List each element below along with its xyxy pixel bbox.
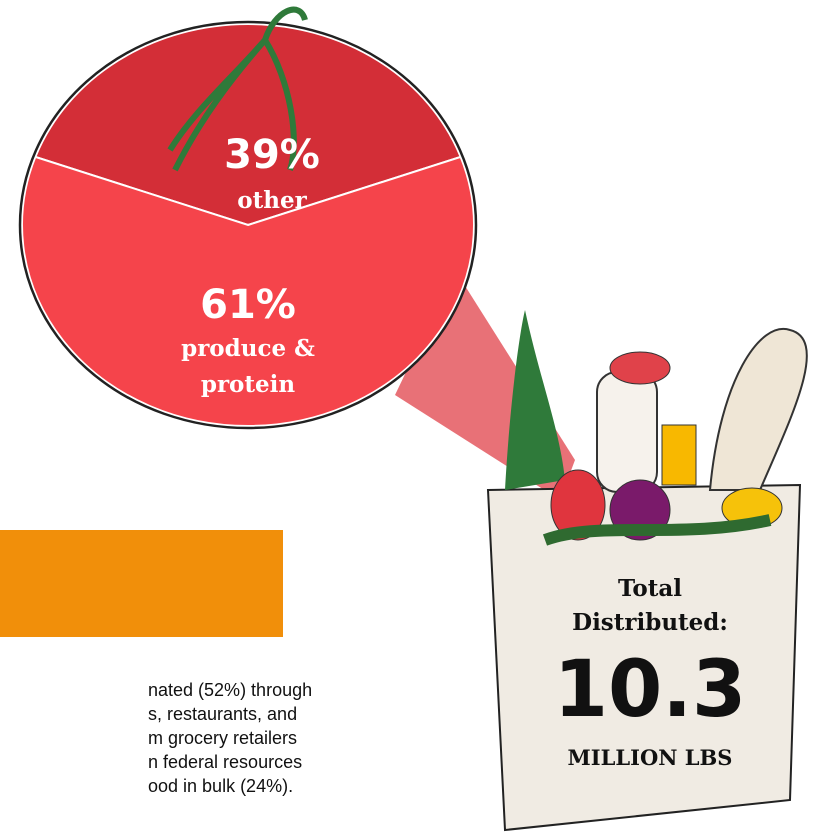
bottle: [596, 371, 658, 493]
bag: [486, 483, 802, 832]
cap: [609, 351, 671, 385]
value-label: 39%: [224, 131, 320, 178]
value-label: 61%: [200, 282, 296, 329]
jar: [661, 424, 697, 486]
category-label: other: [237, 186, 307, 214]
stem: [167, 6, 308, 172]
body-text: nated (52%) through: [148, 680, 313, 700]
orange-banner: [0, 530, 283, 637]
category-label: produce & protein: [181, 335, 315, 399]
body-text: s, restaurants, and: [148, 704, 298, 724]
bread: [708, 327, 808, 491]
pie-slice: [34, 23, 462, 227]
pie-slice: [21, 155, 475, 428]
body-text: ood in bulk (24%).: [148, 776, 294, 796]
apple: [550, 469, 606, 541]
leaves: [542, 514, 772, 546]
total-label: Total Distributed:: [572, 575, 728, 636]
body-text: m grocery retailers: [148, 728, 298, 748]
body-text: n federal resources: [148, 752, 303, 772]
tomato-outline: [18, 20, 478, 430]
total-value: 10.3: [553, 645, 747, 735]
tomato: [21, 23, 475, 428]
greens: [505, 310, 565, 490]
total-unit: MILLION LBS: [567, 745, 733, 770]
